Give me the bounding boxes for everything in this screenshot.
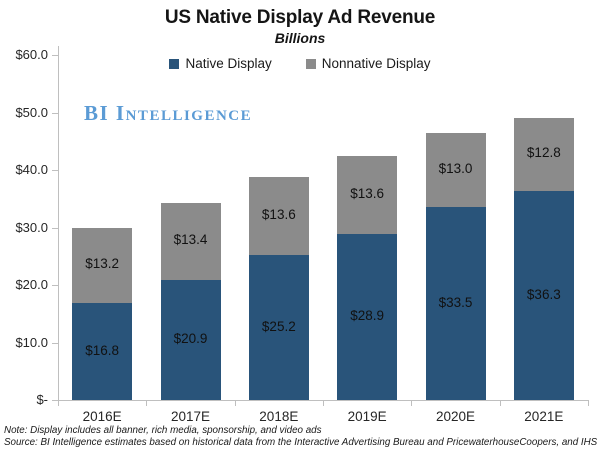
x-axis-tick [588, 401, 589, 406]
bar-segment-native-display-2020E [425, 207, 486, 400]
footnote-source: Source: BI Intelligence estimates based … [4, 437, 598, 448]
bar-value-label-2018E: $13.6 [261, 207, 296, 222]
chart-title: US Native Display Ad Revenue [164, 7, 436, 28]
bar-segment-nonnative-display-2021E [513, 117, 574, 192]
bar-segment-nonnative-display-2018E [248, 176, 309, 256]
legend-item-nonnative-display: Nonnative Display [305, 56, 431, 71]
y-axis-tick [52, 227, 58, 229]
x-axis-tick [500, 401, 501, 406]
x-axis-tick [411, 401, 412, 406]
legend-label-nonnative-display: Nonnative Display [321, 56, 431, 71]
bar-value-label-2017E: $20.9 [173, 330, 208, 346]
bar-value-label-2016E: $13.2 [85, 256, 120, 272]
y-axis-tick-label: $10.0 [15, 334, 48, 350]
legend-swatch-native-display-icon [169, 58, 180, 69]
x-axis-tick [323, 401, 324, 406]
y-axis-tick-label: $20.0 [15, 277, 48, 292]
x-axis-category-label-2018E: 2018E [259, 409, 299, 424]
y-axis-tick [52, 55, 58, 56]
bar-segment-nonnative-display-2016E [72, 227, 133, 304]
y-axis-tick [52, 342, 58, 344]
bar-value-label-2020E: $33.5 [438, 294, 473, 310]
bar-segment-nonnative-display-2019E [337, 155, 398, 234]
y-axis-tick [52, 285, 58, 286]
bar-segment-nonnative-display-2017E [160, 202, 221, 280]
x-axis-category-label-2020E: 2020E [435, 409, 476, 424]
y-axis-tick [52, 112, 58, 114]
bar-segment-native-display-2016E [72, 303, 133, 400]
y-axis-tick [52, 400, 58, 401]
x-axis-tick [235, 401, 236, 406]
legend: Native Display Nonnative Display [0, 56, 600, 71]
bar-value-label-2019E: $28.9 [350, 307, 385, 323]
x-axis-tick [58, 401, 59, 406]
bar-value-label-2017E: $13.4 [173, 232, 208, 248]
y-axis-line [58, 46, 59, 401]
bar-value-label-2016E: $16.8 [85, 342, 120, 358]
bar-value-label-2018E: $25.2 [261, 318, 296, 334]
x-axis-category-label-2017E: 2017E [170, 409, 211, 424]
y-axis-tick-label: $60.0 [15, 47, 48, 62]
y-axis-tick-label: $50.0 [15, 104, 48, 120]
bar-segment-nonnative-display-2020E [425, 132, 486, 208]
bar-segment-native-display-2021E [513, 191, 574, 400]
bi-intelligence-watermark: BI Intelligence [84, 101, 253, 125]
bar-value-label-2021E: $12.8 [526, 145, 561, 161]
x-axis-tick [146, 401, 147, 406]
x-axis-line [58, 400, 589, 401]
x-axis-category-label-2019E: 2019E [347, 409, 387, 424]
y-axis-tick-label: $- [36, 392, 48, 407]
legend-label-native-display: Native Display [185, 56, 272, 71]
legend-item-native-display: Native Display [169, 56, 272, 71]
bar-value-label-2021E: $36.3 [526, 286, 561, 302]
x-axis-category-label-2021E: 2021E [524, 409, 564, 424]
bar-value-label-2020E: $13.0 [438, 161, 473, 176]
legend-swatch-nonnative-display-icon [305, 58, 316, 69]
y-axis-tick [52, 170, 58, 171]
bar-value-label-2019E: $13.6 [350, 185, 385, 201]
y-axis-tick-label: $40.0 [15, 162, 48, 177]
x-axis-category-label-2016E: 2016E [82, 409, 122, 424]
bar-segment-native-display-2019E [337, 233, 398, 400]
bar-segment-native-display-2018E [248, 255, 309, 400]
footnote-note: Note: Display includes all banner, rich … [4, 425, 322, 436]
y-axis-tick-label: $30.0 [15, 219, 48, 235]
footnotes: Note: Display includes all banner, rich … [4, 425, 597, 449]
chart-subtitle: Billions [274, 30, 326, 46]
bar-segment-native-display-2017E [160, 279, 221, 400]
